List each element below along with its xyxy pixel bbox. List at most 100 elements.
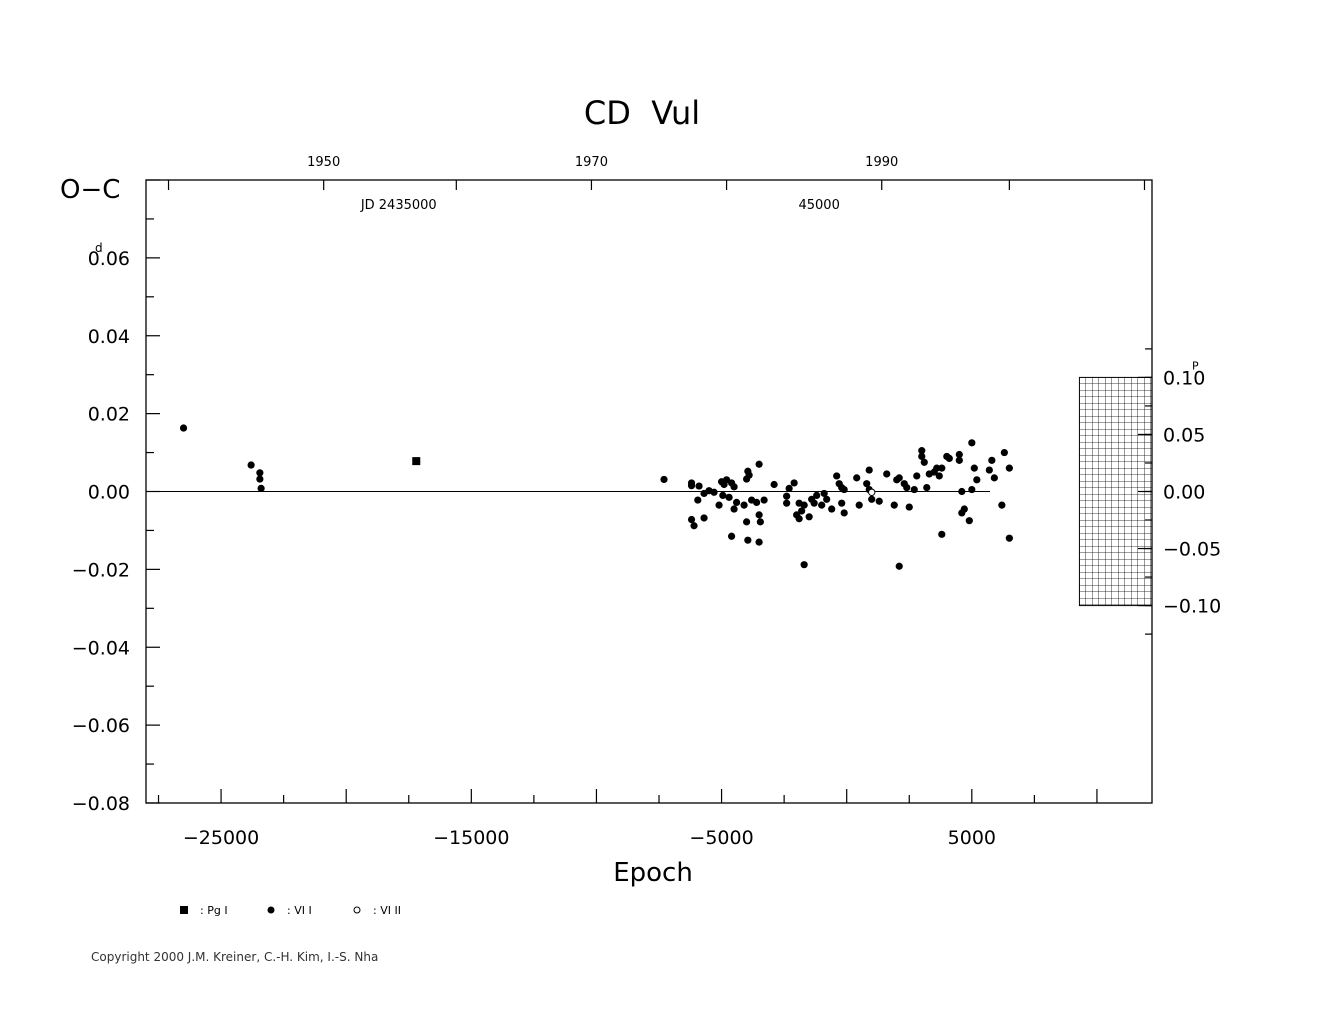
point-vi-i	[865, 466, 873, 474]
y-tick-label: −0.04	[72, 637, 130, 659]
copyright-text: Copyright 2000 J.M. Kreiner, C.-H. Kim, …	[91, 950, 378, 964]
point-vi-i	[755, 460, 763, 468]
legend-marker-square	[180, 906, 188, 914]
point-vi-i	[913, 472, 921, 480]
point-vi-i	[895, 474, 903, 482]
right-tick-label: 0.05	[1163, 424, 1205, 446]
point-vi-i	[753, 498, 761, 507]
point-vi-i	[770, 480, 778, 489]
point-vi-i	[730, 483, 738, 491]
point-vi-i	[732, 498, 741, 507]
top-jd-label: 45000	[798, 198, 839, 213]
x-tick-label: −15000	[433, 827, 509, 849]
point-vi-i	[800, 501, 808, 509]
y-tick-labels: −0.08 −0.06 −0.04 −0.02 0.00 0.02 0.04 0.06d	[72, 241, 130, 815]
point-vi-i	[875, 497, 883, 505]
point-vi-i	[883, 470, 891, 478]
point-vi-i	[905, 503, 913, 511]
right-tick-labels: −0.10 −0.05 0.00 0.05 0.10P	[1163, 359, 1221, 617]
point-vi-i	[955, 456, 963, 464]
point-vi-i	[990, 474, 998, 482]
y-unit-label: d	[95, 241, 103, 255]
point-vi-i	[988, 456, 996, 464]
y-tick-label: 0.06	[88, 248, 130, 270]
point-vi-i	[256, 469, 264, 477]
point-vi-i	[933, 464, 941, 472]
point-vi-i	[923, 484, 931, 492]
point-vi-i	[820, 489, 828, 498]
axes-ticks	[146, 179, 1152, 804]
point-vi-i	[833, 472, 841, 480]
point-vi-i	[719, 491, 727, 499]
point-vi-i	[687, 515, 696, 524]
point-vi-i	[1005, 534, 1013, 542]
point-vi-i	[742, 518, 751, 526]
point-vi-i	[958, 509, 966, 517]
point-vi-i	[745, 471, 753, 479]
point-vi-i	[783, 492, 791, 500]
point-vi-i	[965, 517, 973, 525]
top-jd-label: JD 2435000	[360, 198, 437, 213]
y-tick-label: 0.02	[88, 404, 130, 426]
point-vi-i	[840, 485, 848, 494]
point-vi-i	[700, 514, 708, 522]
point-vi-i	[955, 450, 963, 459]
point-vi-i	[810, 499, 818, 507]
point-vi-ii	[868, 488, 876, 496]
point-vi-i	[863, 480, 871, 488]
point-vi-i	[918, 447, 926, 455]
point-vi-i	[179, 424, 188, 432]
point-vi-i	[756, 518, 764, 526]
point-vi-i	[694, 496, 702, 504]
x-tick-label: −25000	[183, 827, 259, 849]
right-tick-label: 0.00	[1163, 482, 1205, 504]
point-pg-i	[412, 457, 421, 466]
legend-label: : VI I	[287, 904, 312, 917]
point-vi-i	[945, 454, 953, 463]
point-vi-i	[840, 509, 848, 517]
y-tick-label: −0.06	[72, 715, 130, 737]
point-vi-i	[687, 482, 696, 490]
point-vi-i	[920, 458, 928, 466]
point-vi-i	[838, 499, 846, 507]
point-vi-i	[890, 501, 898, 509]
point-vi-i	[813, 491, 821, 499]
point-vi-i	[795, 515, 803, 523]
x-tick-labels: −25000 −15000 −5000 5000	[183, 827, 996, 849]
legend-label: : VI II	[373, 904, 401, 917]
y-tick-label: 0.04	[88, 326, 130, 348]
right-tick-label: −0.10	[1163, 596, 1221, 618]
legend: : Pg I: VI I: VI II	[180, 904, 401, 917]
point-vi-i	[938, 530, 946, 538]
point-vi-i	[660, 475, 668, 484]
point-vi-i	[798, 507, 806, 515]
point-vi-i	[725, 493, 733, 501]
point-vi-i	[755, 511, 763, 519]
point-vi-i	[998, 501, 1006, 509]
point-vi-i	[958, 487, 966, 496]
point-vi-i	[823, 495, 831, 503]
point-vi-i	[715, 501, 723, 509]
point-vi-i	[828, 505, 836, 513]
point-vi-i	[783, 499, 791, 507]
point-vi-i	[256, 475, 264, 483]
data-points	[179, 424, 1013, 570]
point-vi-i	[918, 452, 926, 461]
chart-title: CD Vul	[584, 94, 700, 132]
point-vi-i	[895, 562, 903, 570]
point-vi-i	[868, 495, 876, 503]
point-vi-i	[740, 501, 748, 509]
point-vi-i	[257, 484, 265, 492]
point-vi-i	[247, 461, 255, 469]
point-vi-i	[903, 484, 911, 492]
top-year-label: 1950	[307, 155, 340, 170]
right-tick-label: 0.10	[1163, 367, 1205, 389]
point-vi-i	[938, 464, 946, 472]
point-vi-i	[1000, 448, 1008, 457]
point-vi-i	[968, 485, 976, 494]
point-vi-i	[755, 538, 763, 546]
top-year-label: 1990	[865, 155, 898, 170]
point-vi-i	[710, 488, 718, 496]
point-vi-i	[818, 501, 826, 509]
y-axis-title: O−C	[60, 175, 120, 205]
